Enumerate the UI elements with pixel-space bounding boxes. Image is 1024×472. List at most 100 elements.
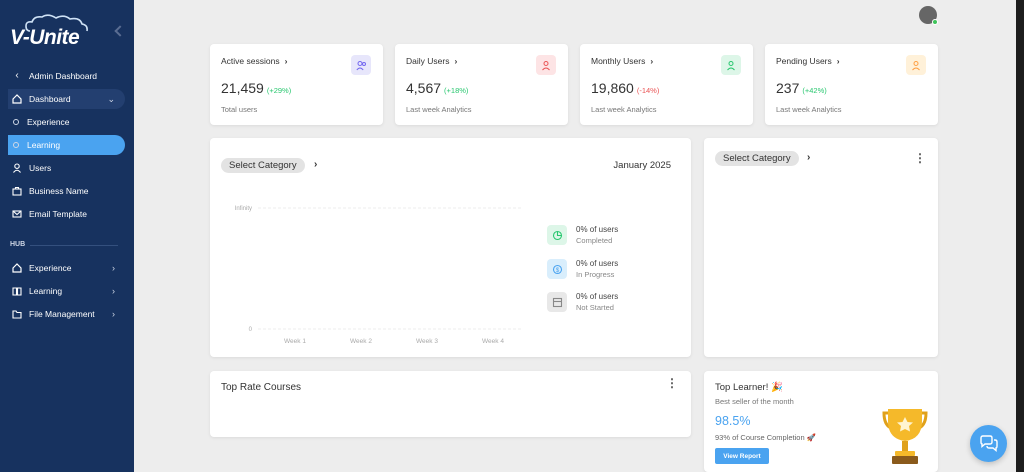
month-label: January 2025: [613, 160, 671, 171]
user-icon: [11, 162, 23, 174]
sidebar-item-label: Users: [29, 163, 52, 173]
stat-subtitle: Last week Analytics: [776, 105, 842, 114]
window-icon: [547, 292, 567, 312]
stat-change: (-14%): [636, 86, 660, 95]
stat-change: (+18%): [444, 86, 469, 95]
trophy-icon: [882, 409, 928, 464]
users-icon: [351, 55, 371, 75]
sidebar-item-business-name[interactable]: Business Name: [8, 181, 125, 201]
stat-card-pending-users[interactable]: Pending Users › 237 (+42%) Last week Analy…: [765, 44, 938, 125]
top-learner-card: Top Learner! 🎉 Best seller of the month …: [704, 371, 938, 472]
logo[interactable]: V-Unite: [10, 14, 90, 50]
sidebar-item-label: Email Template: [29, 209, 87, 219]
stat-card-daily-users[interactable]: Daily Users › 4,567 (+18%) Last week Analy…: [395, 44, 568, 125]
y-tick-label: Infinity: [235, 206, 252, 212]
chevron-right-icon: ›: [454, 56, 458, 66]
chat-button[interactable]: [970, 425, 1007, 462]
hub-section-label: HUB: [10, 241, 26, 248]
chevron-right-icon: ›: [836, 56, 840, 66]
stat-card-monthly-users[interactable]: Monthly Users › 19,860 (-14%) Last week An…: [580, 44, 753, 125]
stat-subtitle: Total users: [221, 105, 258, 114]
cloud-icon: [25, 14, 88, 32]
stat-change: (+29%): [266, 86, 292, 95]
more-options-icon[interactable]: ⋮: [914, 151, 926, 165]
briefcase-icon: [11, 185, 23, 197]
folder-icon: [11, 308, 23, 320]
weekly-progress-chart: Infinity 0 Week 1 Week 2 Week 3 Week 4: [235, 206, 522, 345]
view-report-button[interactable]: View Report: [715, 448, 769, 464]
sidebar-item-users[interactable]: Users: [8, 158, 125, 178]
x-tick-label: Week 3: [416, 338, 438, 345]
stat-title: Pending Users ›: [776, 56, 840, 66]
completion-text: 93% of Course Completion 🚀: [715, 433, 817, 442]
stat-number: 4,567: [406, 80, 442, 96]
hub-item-learning[interactable]: Learning ›: [8, 281, 125, 301]
sidebar-item-label: Dashboard: [29, 94, 71, 104]
chevron-right-icon: ›: [112, 309, 115, 319]
sidebar-item-learning[interactable]: Learning: [8, 135, 125, 155]
category-card: Select Category › ⋮: [704, 138, 938, 357]
stat-title-text: Pending Users: [776, 56, 832, 66]
sidebar-item-label: File Management: [29, 309, 95, 319]
chevron-right-icon[interactable]: ›: [807, 152, 811, 163]
stat-number: 19,860: [591, 80, 634, 96]
circle-icon: [13, 119, 19, 125]
stat-title-text: Monthly Users: [591, 56, 646, 66]
book-icon: [11, 285, 23, 297]
course-progress-card: Select Category › January 2025 Infinity 0…: [210, 138, 691, 357]
stat-number: 21,459: [221, 80, 264, 96]
dollar-icon: $: [547, 259, 567, 279]
online-status-dot: [932, 19, 938, 25]
sidebar-item-experience[interactable]: Experience: [8, 112, 125, 132]
legend-value: 0% of users: [576, 225, 619, 234]
sidebar-item-email-template[interactable]: Email Template: [8, 204, 125, 224]
x-tick-label: Week 1: [284, 338, 306, 345]
home-icon: [11, 93, 23, 105]
more-options-icon[interactable]: ⋮: [666, 376, 678, 390]
y-tick-label: 0: [249, 327, 253, 333]
stat-change: (+42%): [802, 86, 827, 95]
select-category-dropdown[interactable]: Select Category: [221, 158, 305, 173]
legend-label: In Progress: [576, 270, 615, 279]
chevron-right-icon: ›: [112, 286, 115, 296]
select-category-dropdown[interactable]: Select Category: [715, 151, 799, 166]
legend-label: Completed: [576, 236, 613, 245]
stat-title-text: Active sessions: [221, 56, 280, 66]
stat-card-active-sessions[interactable]: Active sessions › 21,459 (+29%) Total user…: [210, 44, 383, 125]
chevron-right-icon: ›: [284, 56, 288, 66]
user-clock-icon: [906, 55, 926, 75]
legend-not-started: 0% of users Not Started: [547, 292, 647, 316]
hub-item-experience[interactable]: Experience ›: [8, 258, 125, 278]
stat-subtitle: Last week Analytics: [591, 105, 657, 114]
divider: [30, 245, 118, 246]
stat-subtitle: Last week Analytics: [406, 105, 472, 114]
legend-in-progress: $ 0% of users In Progress: [547, 259, 647, 283]
hub-item-file-management[interactable]: File Management ›: [8, 304, 125, 324]
x-tick-label: Week 2: [350, 338, 372, 345]
collapse-sidebar-icon[interactable]: [114, 25, 126, 37]
sidebar-item-label: Admin Dashboard: [29, 71, 98, 81]
x-tick-label: Week 4: [482, 338, 504, 345]
sidebar: V-Unite ‹ Admin Dashboard Dashboard ⌄ Ex…: [0, 0, 134, 472]
legend-completed: 0% of users Completed: [547, 225, 647, 249]
svg-text:$: $: [555, 267, 559, 273]
stat-title: Daily Users ›: [406, 56, 457, 66]
stat-value: 237 (+42%): [776, 80, 827, 96]
brand-name: V-Unite: [10, 26, 80, 49]
sidebar-item-admin-dashboard[interactable]: ‹ Admin Dashboard: [8, 66, 125, 86]
sidebar-item-label: Learning: [27, 140, 61, 150]
stat-title: Monthly Users ›: [591, 56, 653, 66]
stat-title: Active sessions ›: [221, 56, 287, 66]
window-edge: [1016, 0, 1024, 472]
chevron-down-icon: ⌄: [107, 93, 115, 104]
pie-chart-icon: [547, 225, 567, 245]
card-title: Top Learner! 🎉: [715, 382, 783, 393]
sidebar-item-dashboard[interactable]: Dashboard ⌄: [8, 89, 125, 109]
sidebar-item-label: Experience: [29, 263, 72, 273]
chat-icon: [979, 434, 998, 452]
home-icon: [11, 262, 23, 274]
legend-value: 0% of users: [576, 292, 619, 301]
chevron-right-icon[interactable]: ›: [314, 159, 318, 170]
chevron-right-icon: ›: [112, 263, 115, 273]
chevron-left-icon: ‹: [15, 70, 19, 81]
